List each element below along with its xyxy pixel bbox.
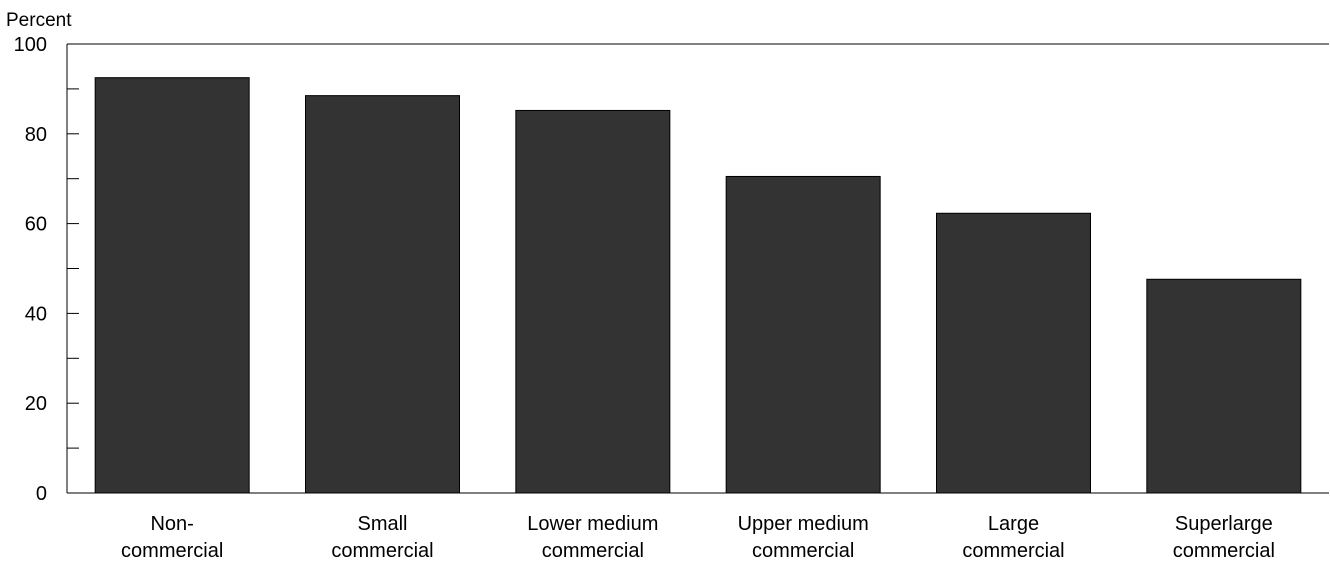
bar	[94, 77, 250, 494]
bars	[94, 77, 1302, 494]
y-tick-label: 40	[25, 303, 47, 325]
y-tick-label: 0	[36, 483, 47, 505]
category-label: Upper medium commercial	[738, 513, 869, 562]
x-categories: Non-commercial Small commercial Lower mediu…	[121, 513, 1275, 562]
y-tick-label: 80	[25, 124, 47, 146]
category-label: Non-commercial	[121, 513, 223, 562]
bar	[305, 95, 460, 494]
axes	[66, 43, 1329, 494]
y-axis-label: Percent	[6, 10, 72, 31]
bar	[725, 175, 881, 494]
category-label: Lower medium commercial	[527, 513, 658, 562]
bar	[1146, 278, 1302, 494]
y-tick-label: 60	[25, 214, 47, 236]
category-label: Superlarge commercial	[1173, 513, 1275, 562]
category-label: Large commercial	[962, 513, 1064, 562]
y-tick-label: 20	[25, 393, 47, 415]
y-ticks: 0 20 40 60 80 100	[14, 34, 79, 505]
category-label: Small commercial	[331, 513, 433, 562]
y-tick-label: 100	[14, 34, 47, 56]
bar	[936, 212, 1091, 494]
bar	[515, 109, 671, 494]
